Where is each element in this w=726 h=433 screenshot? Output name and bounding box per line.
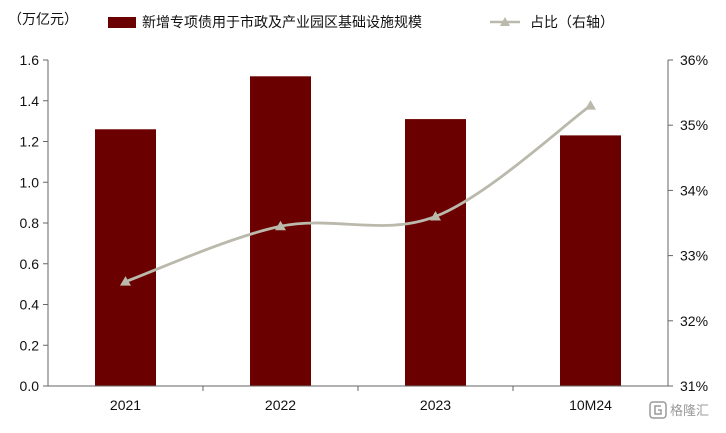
legend-bar-label: 新增专项债用于市政及产业园区基础设施规模 bbox=[142, 14, 422, 30]
y-left-axis: 0.0 0.2 0.4 0.6 0.8 1.0 1.2 1.4 1.6 bbox=[20, 52, 48, 394]
bar-2021 bbox=[95, 129, 156, 386]
legend-line-label: 占比（右轴） bbox=[530, 14, 614, 30]
y-right-axis: 31% 32% 33% 34% 35% 36% bbox=[668, 52, 708, 394]
x-axis: 2021 2022 2023 10M24 bbox=[110, 386, 612, 413]
line-series bbox=[120, 100, 596, 286]
bar-series bbox=[95, 76, 621, 387]
x-tick-label: 10M24 bbox=[569, 397, 612, 413]
y-left-tick-label: 0.0 bbox=[20, 378, 40, 394]
y-left-tick-label: 1.6 bbox=[20, 52, 40, 68]
line-point-2022 bbox=[275, 220, 286, 231]
y-right-tick-label: 34% bbox=[680, 182, 708, 198]
legend-triangle-marker-icon bbox=[500, 17, 510, 26]
gelonghui-logo-icon bbox=[649, 401, 667, 419]
bar-10M24 bbox=[560, 135, 621, 386]
line-point-2023 bbox=[430, 210, 441, 221]
y-left-tick-label: 0.2 bbox=[20, 337, 40, 353]
x-tick-label: 2021 bbox=[110, 397, 141, 413]
y-left-tick-label: 0.6 bbox=[20, 256, 40, 272]
line-point-2021 bbox=[120, 276, 131, 286]
y-right-tick-label: 36% bbox=[680, 52, 708, 68]
x-tick-label: 2022 bbox=[265, 397, 296, 413]
y-left-tick-label: 1.0 bbox=[20, 174, 40, 190]
y-right-tick-label: 31% bbox=[680, 378, 708, 394]
watermark-text: 格隆汇 bbox=[670, 403, 709, 418]
watermark: 格隆汇 bbox=[649, 401, 709, 419]
y-left-tick-label: 0.4 bbox=[20, 297, 40, 313]
y-right-tick-label: 33% bbox=[680, 248, 708, 264]
share-line bbox=[125, 104, 592, 283]
x-tick-label: 2023 bbox=[420, 397, 451, 413]
line-point-10M24 bbox=[585, 100, 596, 110]
legend: 新增专项债用于市政及产业园区基础设施规模 占比（右轴） bbox=[108, 14, 614, 30]
y-left-tick-label: 1.2 bbox=[20, 134, 40, 150]
bar-2023 bbox=[405, 119, 466, 387]
legend-bar-swatch bbox=[108, 17, 136, 28]
y-left-unit-label: （万亿元） bbox=[8, 11, 78, 27]
y-right-tick-label: 35% bbox=[680, 117, 708, 133]
y-right-tick-label: 32% bbox=[680, 313, 708, 329]
y-left-tick-label: 0.8 bbox=[20, 215, 40, 231]
y-left-tick-label: 1.4 bbox=[20, 93, 40, 109]
